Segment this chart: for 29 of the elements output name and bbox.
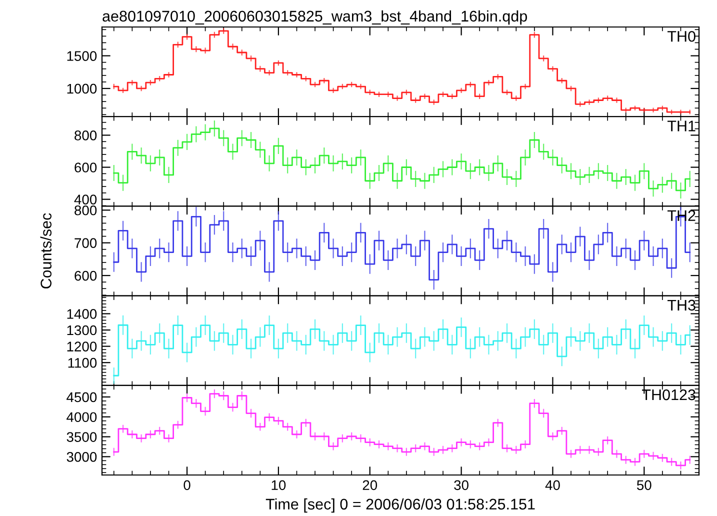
y-tick-label: 600 <box>74 270 97 281</box>
x-tick-label: 0 <box>184 480 190 490</box>
series-label: TH3 <box>668 300 696 311</box>
y-tick-label: 700 <box>74 238 97 248</box>
y-tick-label: 600 <box>74 162 97 172</box>
y-tick-label: 400 <box>74 194 97 204</box>
y-tick-label: 1500 <box>67 51 97 61</box>
x-tick-label: 20 <box>362 480 378 490</box>
x-tick-label: 10 <box>272 480 286 490</box>
x-tick-label: 30 <box>454 480 468 490</box>
x-axis-title: Time [sec] 0 = 2006/06/03 01:58:25.151 <box>266 498 535 513</box>
chart-title: ae801097010_20060603015825_wam3_bst_4band_16bin.qdp <box>102 10 527 25</box>
y-tick-label: 1000 <box>67 84 97 94</box>
y-tick-label: 800 <box>74 130 97 140</box>
y-tick-label: 1300 <box>67 325 97 336</box>
x-tick-label: 40 <box>545 480 560 490</box>
y-tick-label: 4500 <box>66 392 97 402</box>
text: TH0123 <box>642 389 696 400</box>
y-tick-label: 1200 <box>67 342 97 352</box>
text: TH1 <box>668 120 696 132</box>
y-tick-label: 1400 <box>67 309 97 319</box>
y-tick-label: 3500 <box>66 432 97 442</box>
y-tick-label: 4000 <box>66 412 97 422</box>
y-tick-label: 1100 <box>68 358 97 368</box>
y-tick-label: 3000 <box>66 452 97 462</box>
y-axis-title: Counts/sec <box>40 213 52 288</box>
text: TH0 <box>668 30 696 42</box>
x-tick-label: 50 <box>636 480 652 490</box>
y-tick-label: 800 <box>74 205 97 216</box>
